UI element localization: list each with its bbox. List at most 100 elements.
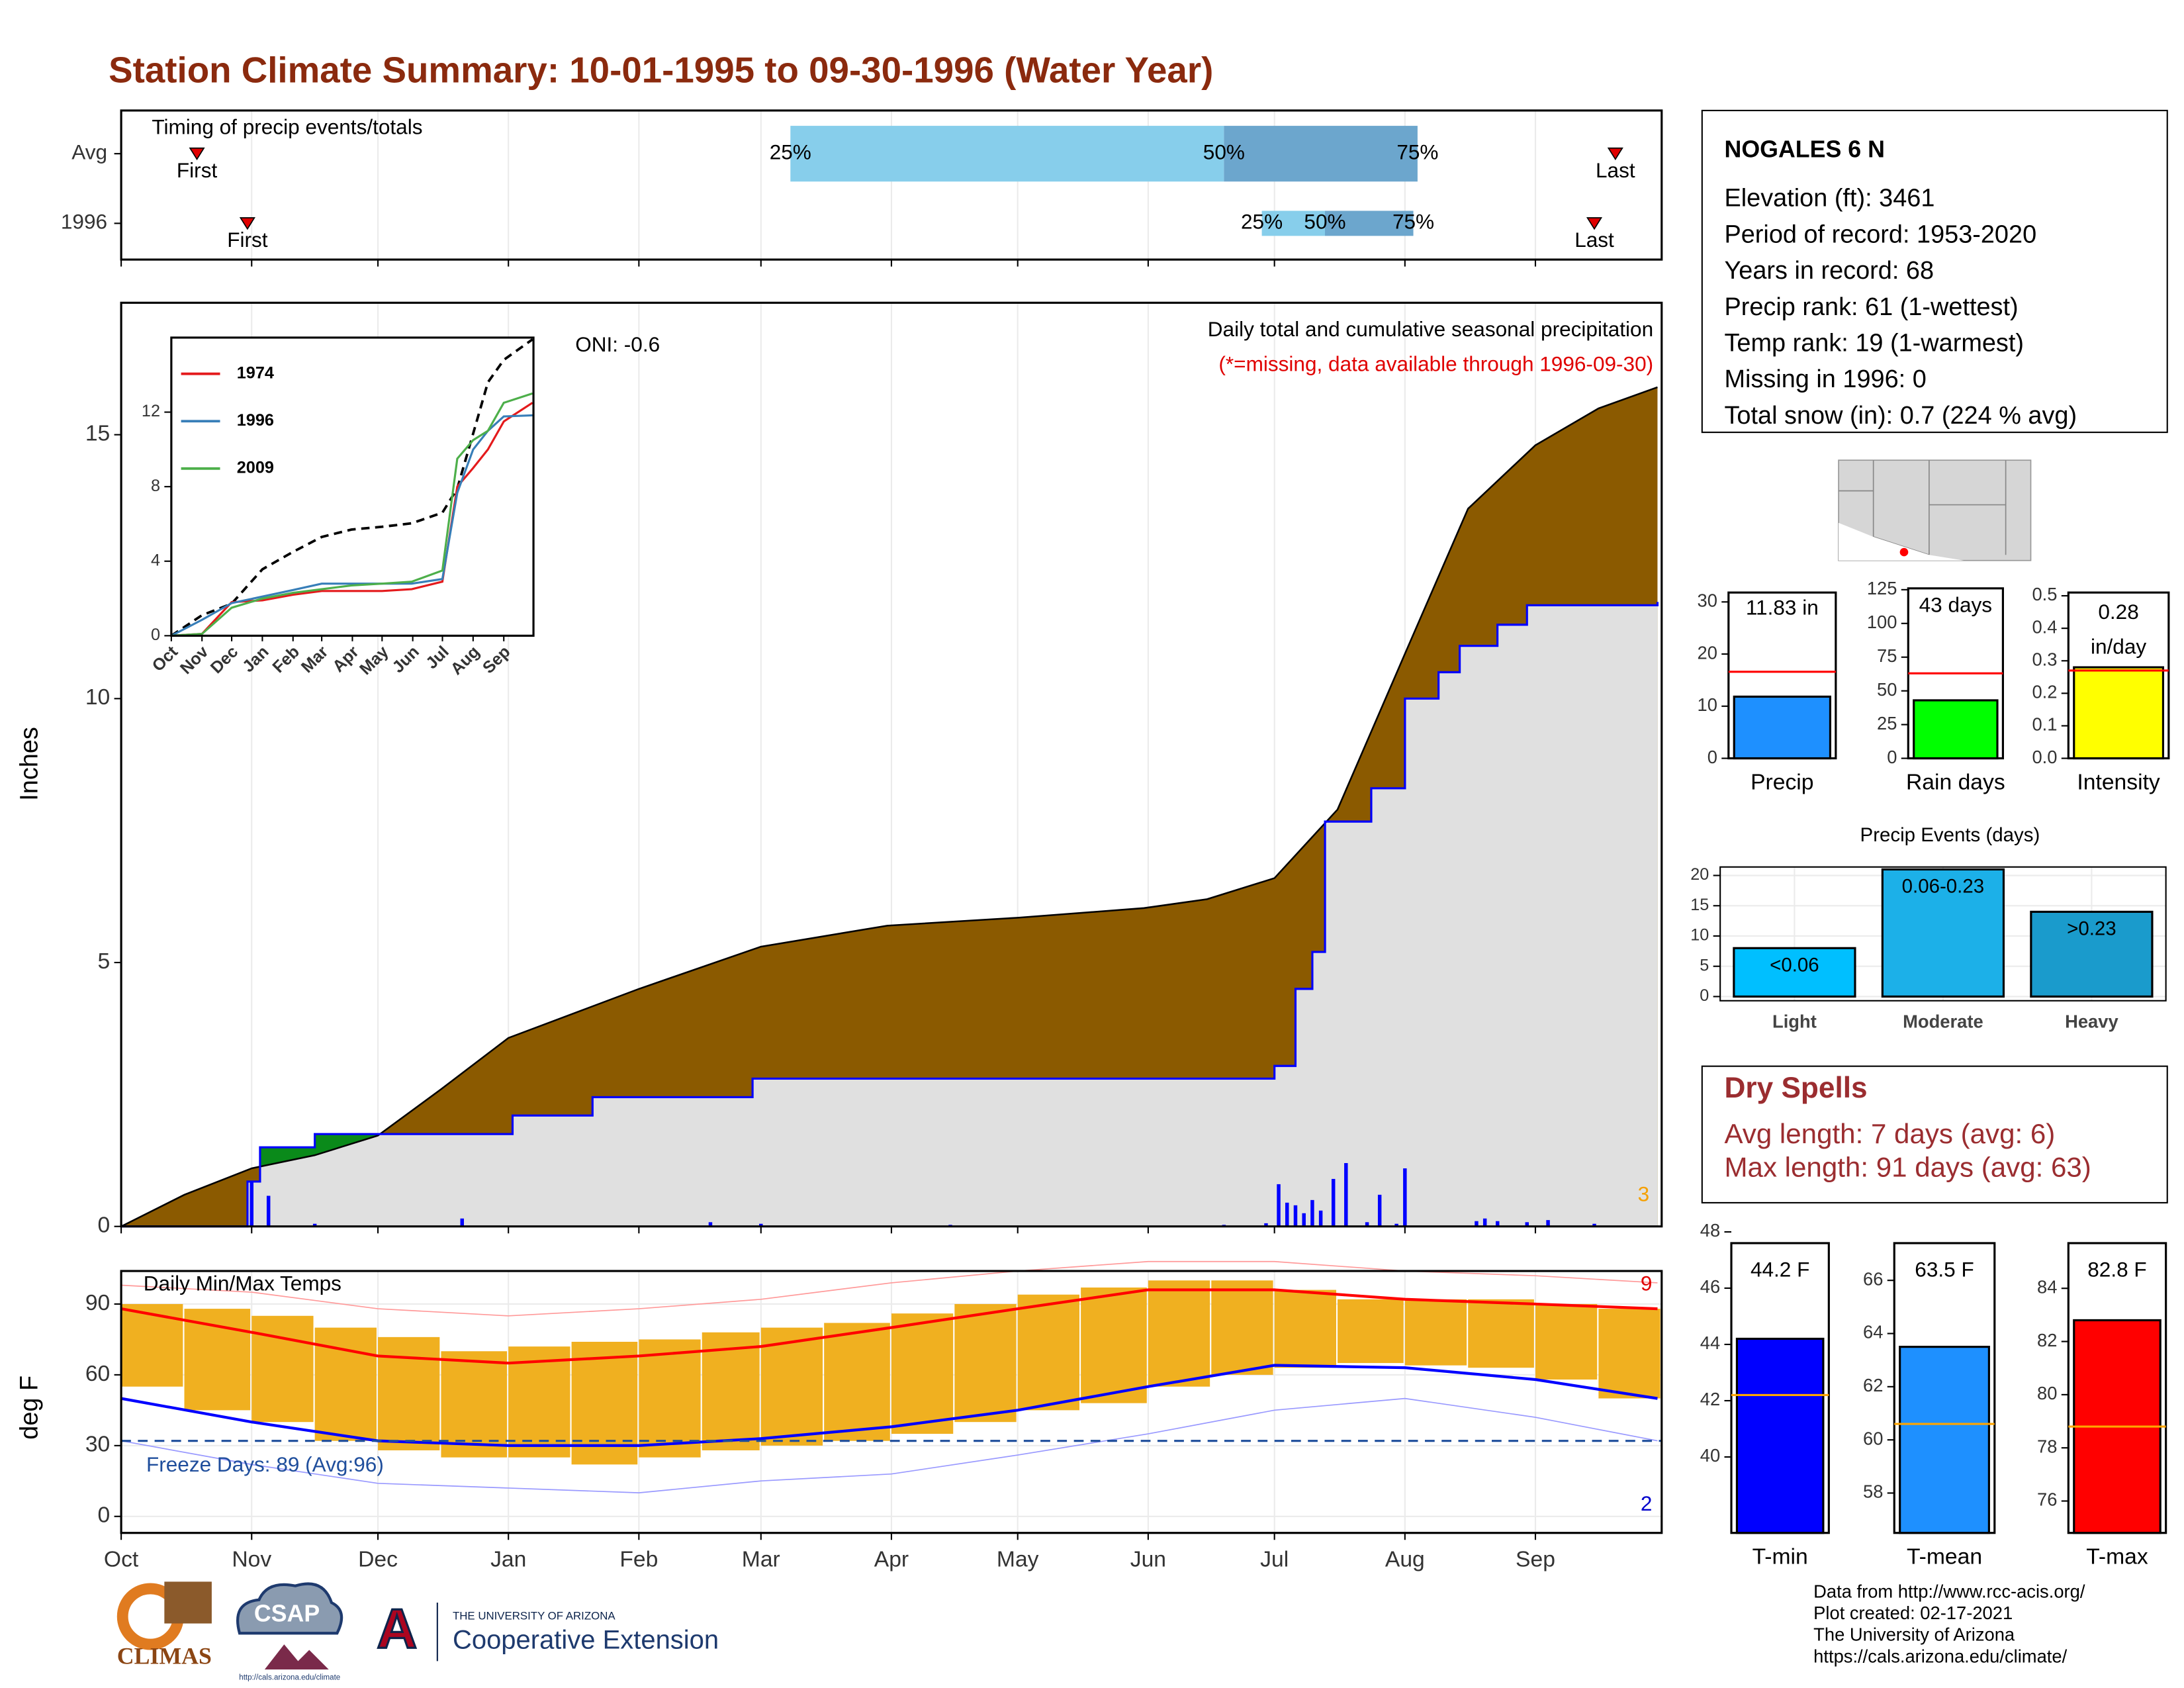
- daily-bar: [1377, 1194, 1382, 1227]
- y-tick-label: 60: [85, 1362, 110, 1386]
- x-tick-label: Mar: [742, 1548, 780, 1572]
- daily-bar: [1475, 1221, 1479, 1227]
- csap-mountain: [264, 1644, 329, 1669]
- bin-label: 0.06-0.23: [1902, 876, 1984, 898]
- max-days-label: 9: [1641, 1271, 1653, 1295]
- climas-block: [164, 1581, 212, 1624]
- y-tick-label: 58: [1863, 1481, 1883, 1502]
- temp-range-bar: [1598, 1309, 1661, 1399]
- daily-bar: [312, 1223, 317, 1227]
- temp-range-bar: [824, 1323, 890, 1441]
- value-unit: in/day: [2091, 635, 2146, 659]
- temp-range-bar: [184, 1309, 251, 1411]
- temp-range-bar: [760, 1327, 823, 1446]
- y-tick-label: 4: [151, 551, 160, 569]
- cumulative-line: [171, 392, 533, 637]
- daily-bar: [759, 1223, 763, 1227]
- station-line: Elevation (ft): 3461: [1724, 185, 1934, 212]
- average-line: [120, 386, 1658, 1227]
- y-tick-label: 10: [85, 685, 110, 710]
- y-tick-label: 0: [1700, 986, 1709, 1005]
- dry-spell-line: Max length: 91 days (avg: 63): [1724, 1152, 2091, 1183]
- corner-label: 3: [1638, 1182, 1650, 1206]
- station-line: Precip rank: 61 (1-wettest): [1724, 293, 2018, 321]
- timing-marker-label: First: [227, 228, 268, 252]
- bin-label: <0.06: [1770, 954, 1819, 976]
- bar: [1733, 695, 1832, 760]
- temp-range-bar: [1535, 1303, 1598, 1380]
- daily-bar: [1592, 1223, 1596, 1227]
- daily-bar: [1344, 1163, 1348, 1227]
- y-tick-label: 10: [1690, 926, 1709, 945]
- y-tick-label: 75: [1877, 645, 1897, 666]
- category-label: Intensity: [2077, 770, 2160, 794]
- footer-line: Plot created: 02-17-2021: [1813, 1603, 2013, 1623]
- temp-range-bar: [1017, 1294, 1080, 1411]
- y-tick-label: 0: [98, 1503, 111, 1528]
- temp-range-bar: [891, 1313, 954, 1434]
- temp-range-bar: [1148, 1280, 1210, 1387]
- station-line: Years in record: 68: [1724, 257, 1934, 285]
- freeze-annotation: Freeze Days: 89 (Avg:96): [146, 1452, 384, 1476]
- daily-bar: [1318, 1210, 1323, 1227]
- oni-label: ONI: -0.6: [575, 332, 660, 356]
- value-label: 43 days: [1919, 593, 1993, 617]
- footer-line: Data from http://www.rcc-acis.org/: [1813, 1581, 2085, 1601]
- y-tick-label: 20: [1698, 642, 1717, 663]
- temp-range-bar: [1338, 1299, 1404, 1364]
- map-mexico: [1839, 522, 1964, 561]
- chart-note: (*=missing, data available through 1996-…: [1218, 352, 1653, 375]
- y-tick-label: 12: [142, 402, 160, 420]
- y-tick-label: 50: [1877, 679, 1897, 700]
- y-tick-label: 0: [151, 626, 160, 644]
- y-tick-label: 76: [2037, 1489, 2057, 1510]
- ua-name: THE UNIVERSITY OF ARIZONA: [453, 1609, 615, 1622]
- footer-line: https://cals.arizona.edu/climate/: [1813, 1646, 2067, 1666]
- panel-frame: [120, 109, 1663, 261]
- x-tick-label: Jul: [1260, 1548, 1289, 1572]
- value-label: 63.5 F: [1915, 1257, 1974, 1281]
- y-tick-label: 25: [1877, 713, 1897, 733]
- category-label: T-mean: [1907, 1544, 1982, 1569]
- temp-range-bar: [251, 1315, 314, 1423]
- quartile-bar: [1261, 211, 1325, 236]
- panel-title: Daily Min/Max Temps: [144, 1271, 341, 1295]
- x-tick-label: Light: [1772, 1011, 1817, 1032]
- y-tick-label: 5: [1700, 956, 1709, 974]
- temp-range-bar: [1404, 1299, 1467, 1366]
- y-tick-label: 84: [2037, 1276, 2057, 1297]
- quartile-bar: [1224, 126, 1418, 182]
- y-tick-label: 0: [1707, 747, 1717, 767]
- legend-label: 1996: [237, 411, 274, 430]
- y-tick-label: 60: [1863, 1428, 1883, 1448]
- quartile-label: 75%: [1392, 210, 1434, 234]
- y-tick-label: 44: [1700, 1333, 1720, 1353]
- daily-bar: [1285, 1202, 1289, 1227]
- station-box: [1701, 109, 2168, 434]
- daily-bar: [1546, 1220, 1550, 1227]
- daily-bar: [1302, 1213, 1306, 1227]
- chart-title: Daily total and cumulative seasonal prec…: [1208, 317, 1653, 341]
- daily-bar: [460, 1218, 464, 1227]
- bin-label: >0.23: [2067, 918, 2116, 940]
- value-label: 0.28: [2098, 600, 2138, 624]
- dry-spells-box: [1701, 1065, 2168, 1203]
- x-tick-label: Dec: [358, 1548, 398, 1572]
- category-label: T-max: [2086, 1544, 2148, 1569]
- season-line: [121, 602, 1659, 1228]
- x-tick-label: Heavy: [2065, 1011, 2118, 1032]
- daily-bar: [1525, 1222, 1529, 1227]
- bar: [1913, 699, 1999, 760]
- y-tick-label: 48: [1700, 1220, 1720, 1241]
- category-label: Precip: [1751, 770, 1813, 794]
- y-tick-label: 62: [1863, 1375, 1883, 1395]
- y-tick-label: 0.4: [2032, 616, 2057, 637]
- legend-label: 1974: [237, 363, 274, 382]
- y-tick-label: 125: [1867, 578, 1897, 598]
- y-tick-label: 100: [1867, 612, 1897, 632]
- x-tick-label: Jun: [1130, 1548, 1166, 1572]
- y-tick-label: 5: [98, 949, 111, 974]
- temp-range-bar: [639, 1339, 701, 1458]
- y-tick-label: 82: [2037, 1330, 2057, 1350]
